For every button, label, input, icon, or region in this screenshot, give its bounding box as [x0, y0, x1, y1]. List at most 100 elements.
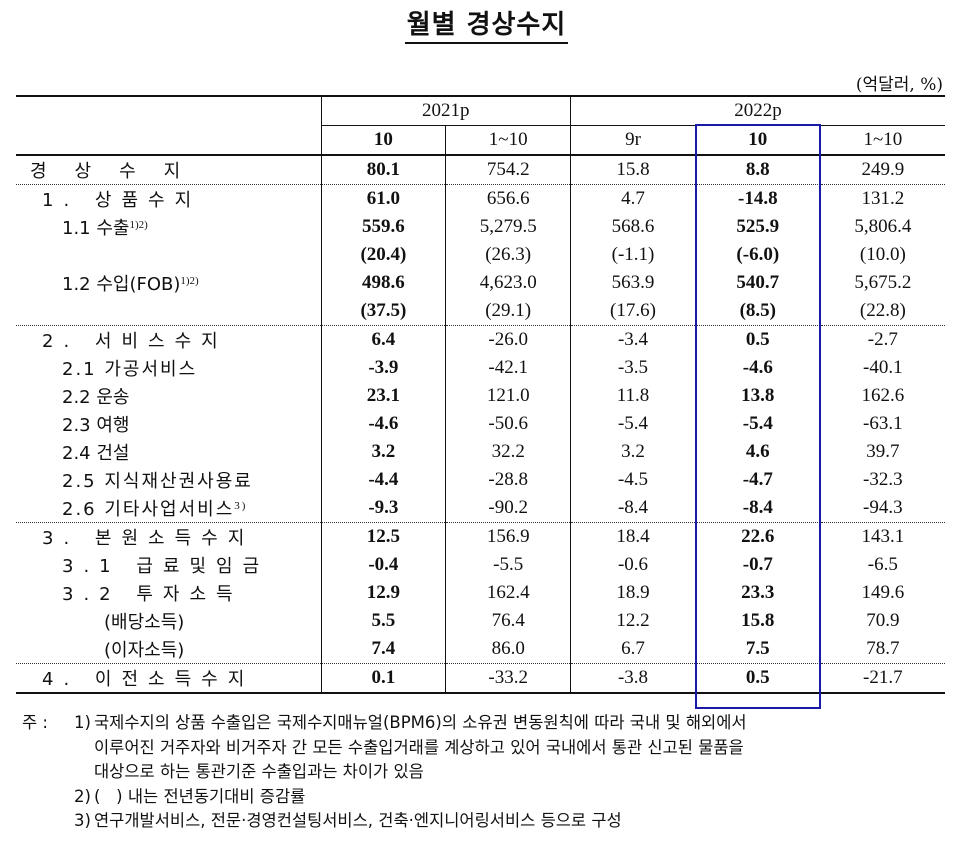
page-title: 월별 경상수지 [0, 4, 973, 44]
cell: 22.6 [694, 522, 821, 551]
table-row-current-account: 경상수지 80.1 754.2 15.8 8.8 249.9 [16, 155, 945, 185]
col-header-2021-10: 10 [320, 125, 446, 156]
cell: 4.6 [694, 438, 821, 466]
cell: 162.6 [819, 382, 945, 410]
cell: 563.9 [570, 269, 696, 297]
footnote-1: 주 : 1) 국제수지의 상품 수출입은 국제수지매뉴얼(BPM6)의 소유권 … [22, 711, 962, 785]
table-row-other-business: 2.6 기타사업서비스3) -9.3 -90.2 -8.4 -8.4 -94.3 [16, 494, 945, 523]
cell: -5.5 [445, 551, 571, 579]
cell: 32.2 [445, 438, 571, 466]
cell: 4.7 [570, 184, 696, 213]
cell: 12.2 [570, 607, 696, 635]
cell: -2.7 [819, 325, 945, 354]
footnote-number: 1) [74, 713, 91, 732]
cell: 498.6 [320, 269, 446, 297]
current-account-table: 2021p 2022p 10 1~10 9r 10 1~10 경상수지 80.1… [16, 95, 945, 694]
cell: -14.8 [694, 184, 821, 213]
cell: -8.4 [694, 494, 821, 523]
table-row-processing: 2.1 가공서비스 -3.9 -42.1 -3.5 -4.6 -40.1 [16, 354, 945, 382]
table-row-services: 2. 서비스수지 6.4 -26.0 -3.4 0.5 -2.7 [16, 325, 945, 354]
footnote-text: 대상으로 하는 통관기준 수출입과는 차이가 있음 [94, 762, 424, 781]
row-label: 2.3 여행 [62, 415, 130, 436]
cell: (8.5) [694, 297, 821, 326]
cell: -0.4 [320, 551, 446, 579]
footnote-ref: 1)2) [180, 275, 199, 287]
cell: 149.6 [819, 579, 945, 607]
cell: (-6.0) [694, 241, 821, 269]
table-row-investment-income: 3.2 투자소득 12.9 162.4 18.9 23.3 149.6 [16, 579, 945, 607]
cell: -50.6 [445, 410, 571, 438]
cell: 5,806.4 [819, 213, 945, 241]
cell: -4.7 [694, 466, 821, 494]
col-header-2022-1-10: 1~10 [819, 125, 945, 156]
cell: -4.6 [320, 410, 446, 438]
footnote-ref: 1)2) [129, 219, 148, 231]
table-row-exports: 1.1 수출1)2) 559.6 5,279.5 568.6 525.9 5,8… [16, 213, 945, 241]
header-blank [16, 125, 321, 156]
row-label: 3. 본원소득수지 [42, 528, 255, 549]
cell: 7.4 [320, 635, 446, 664]
cell: 143.1 [819, 522, 945, 551]
table-row-construction: 2.4 건설 3.2 32.2 3.2 4.6 39.7 [16, 438, 945, 466]
col-header-2022-9r: 9r [570, 125, 696, 156]
cell: -94.3 [819, 494, 945, 523]
row-label: (이자소득) [16, 635, 321, 664]
footnote-number: 2) [74, 786, 91, 806]
cell: -0.6 [570, 551, 696, 579]
cell: 0.1 [320, 663, 446, 694]
row-label: 2.5 지식재산권사용료 [62, 471, 253, 492]
row-label: 2.4 건설 [62, 443, 130, 464]
cell: 249.9 [819, 155, 945, 185]
cell: 3.2 [320, 438, 446, 466]
cell: 121.0 [445, 382, 571, 410]
table-row-imports: 1.2 수입(FOB)1)2) 498.6 4,623.0 563.9 540.… [16, 269, 945, 297]
row-label [16, 241, 321, 269]
cell: 568.6 [570, 213, 696, 241]
cell: -3.4 [570, 325, 696, 354]
cell: (-1.1) [570, 241, 696, 269]
row-label: 2.2 운송 [62, 387, 130, 408]
table-row-dividends: (배당소득) 5.5 76.4 12.2 15.8 70.9 [16, 607, 945, 635]
header-blank [16, 95, 321, 126]
cell: -8.4 [570, 494, 696, 523]
table-row-interest: (이자소득) 7.4 86.0 6.7 7.5 78.7 [16, 635, 945, 664]
cell: 131.2 [819, 184, 945, 213]
cell: 12.5 [320, 522, 446, 551]
cell: 61.0 [320, 184, 446, 213]
row-label: 1.2 수입(FOB)1)2) [62, 274, 199, 295]
col-header-2021-1-10: 1~10 [445, 125, 571, 156]
cell: -4.5 [570, 466, 696, 494]
footnote-2: 2) ( ) 내는 전년동기대비 증감률 [22, 785, 962, 810]
cell: 5.5 [320, 607, 446, 635]
year-header-row: 2021p 2022p [16, 95, 945, 126]
row-label: 1. 상품수지 [42, 190, 202, 211]
cell: 0.5 [694, 663, 821, 694]
cell: -9.3 [320, 494, 446, 523]
table-row-primary-income: 3. 본원소득수지 12.5 156.9 18.4 22.6 143.1 [16, 522, 945, 551]
cell: 656.6 [445, 184, 571, 213]
cell: 559.6 [320, 213, 446, 241]
footnote-3: 3) 연구개발서비스, 전문·경영컨설팅서비스, 건축·엔지니어링서비스 등으로… [22, 809, 962, 834]
cell: -3.5 [570, 354, 696, 382]
cell: 0.5 [694, 325, 821, 354]
table-row-goods: 1. 상품수지 61.0 656.6 4.7 -14.8 131.2 [16, 184, 945, 213]
cell: -4.4 [320, 466, 446, 494]
cell: 12.9 [320, 579, 446, 607]
cell: -3.9 [320, 354, 446, 382]
cell: (17.6) [570, 297, 696, 326]
cell: 18.9 [570, 579, 696, 607]
cell: 3.2 [570, 438, 696, 466]
cell: -90.2 [445, 494, 571, 523]
cell: 8.8 [694, 155, 821, 185]
footnote-text: ( ) 내는 전년동기대비 증감률 [94, 786, 306, 806]
unit-label: (억달러, %) [855, 75, 943, 95]
cell: 76.4 [445, 607, 571, 635]
cell: 754.2 [445, 155, 571, 185]
cell: 525.9 [694, 213, 821, 241]
col-header-2022-10: 10 [694, 125, 821, 156]
cell: 23.1 [320, 382, 446, 410]
cell: -21.7 [819, 663, 945, 694]
cell: -0.7 [694, 551, 821, 579]
footnote-prefix: 주 : [22, 713, 48, 732]
cell: 39.7 [819, 438, 945, 466]
